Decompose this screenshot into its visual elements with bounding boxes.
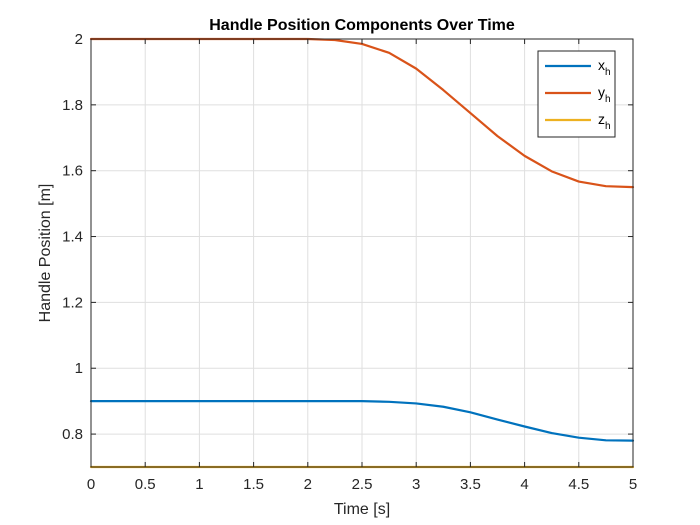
legend-label-subscript: h [605, 94, 611, 105]
x-tick-label: 1 [195, 476, 203, 493]
legend-label-zh: zh [598, 111, 611, 132]
y-tick-label: 2 [75, 31, 83, 48]
y-tick-label: 1.2 [62, 294, 83, 311]
y-tick-label: 0.8 [62, 426, 83, 443]
x-tick-label: 3.5 [460, 476, 481, 493]
legend-label-yh: yh [598, 84, 611, 105]
legend-label-main: y [598, 84, 605, 100]
y-tick-label: 1.4 [62, 229, 83, 246]
legend-label-main: z [598, 111, 605, 127]
x-tick-label: 4.5 [568, 476, 589, 493]
y-tick-label: 1 [75, 360, 83, 377]
y-axis-label: Handle Position [m] [37, 184, 54, 323]
y-axis-ticks: 0.8 1 1.2 1.4 1.6 1.8 2 [62, 31, 633, 443]
x-tick-label: 5 [629, 476, 637, 493]
x-axis-label: Time [s] [334, 501, 390, 518]
x-tick-label: 0.5 [135, 476, 156, 493]
x-tick-label: 4 [520, 476, 528, 493]
chart-title: Handle Position Components Over Time [209, 17, 515, 34]
legend-label-subscript: h [605, 67, 611, 78]
x-tick-label: 0 [87, 476, 95, 493]
x-axis-ticks: 0 0.5 1 1.5 2 2.5 3 3.5 4 4.5 5 [87, 39, 637, 493]
x-tick-label: 1.5 [243, 476, 264, 493]
legend-label-xh: xh [598, 57, 611, 78]
y-tick-label: 1.6 [62, 163, 83, 180]
legend-label-main: x [598, 57, 605, 73]
y-tick-label: 1.8 [62, 97, 83, 114]
x-tick-label: 2 [304, 476, 312, 493]
legend-label-subscript: h [605, 121, 611, 132]
x-tick-label: 2.5 [352, 476, 373, 493]
x-tick-label: 3 [412, 476, 420, 493]
series-line-xh [89, 400, 635, 442]
